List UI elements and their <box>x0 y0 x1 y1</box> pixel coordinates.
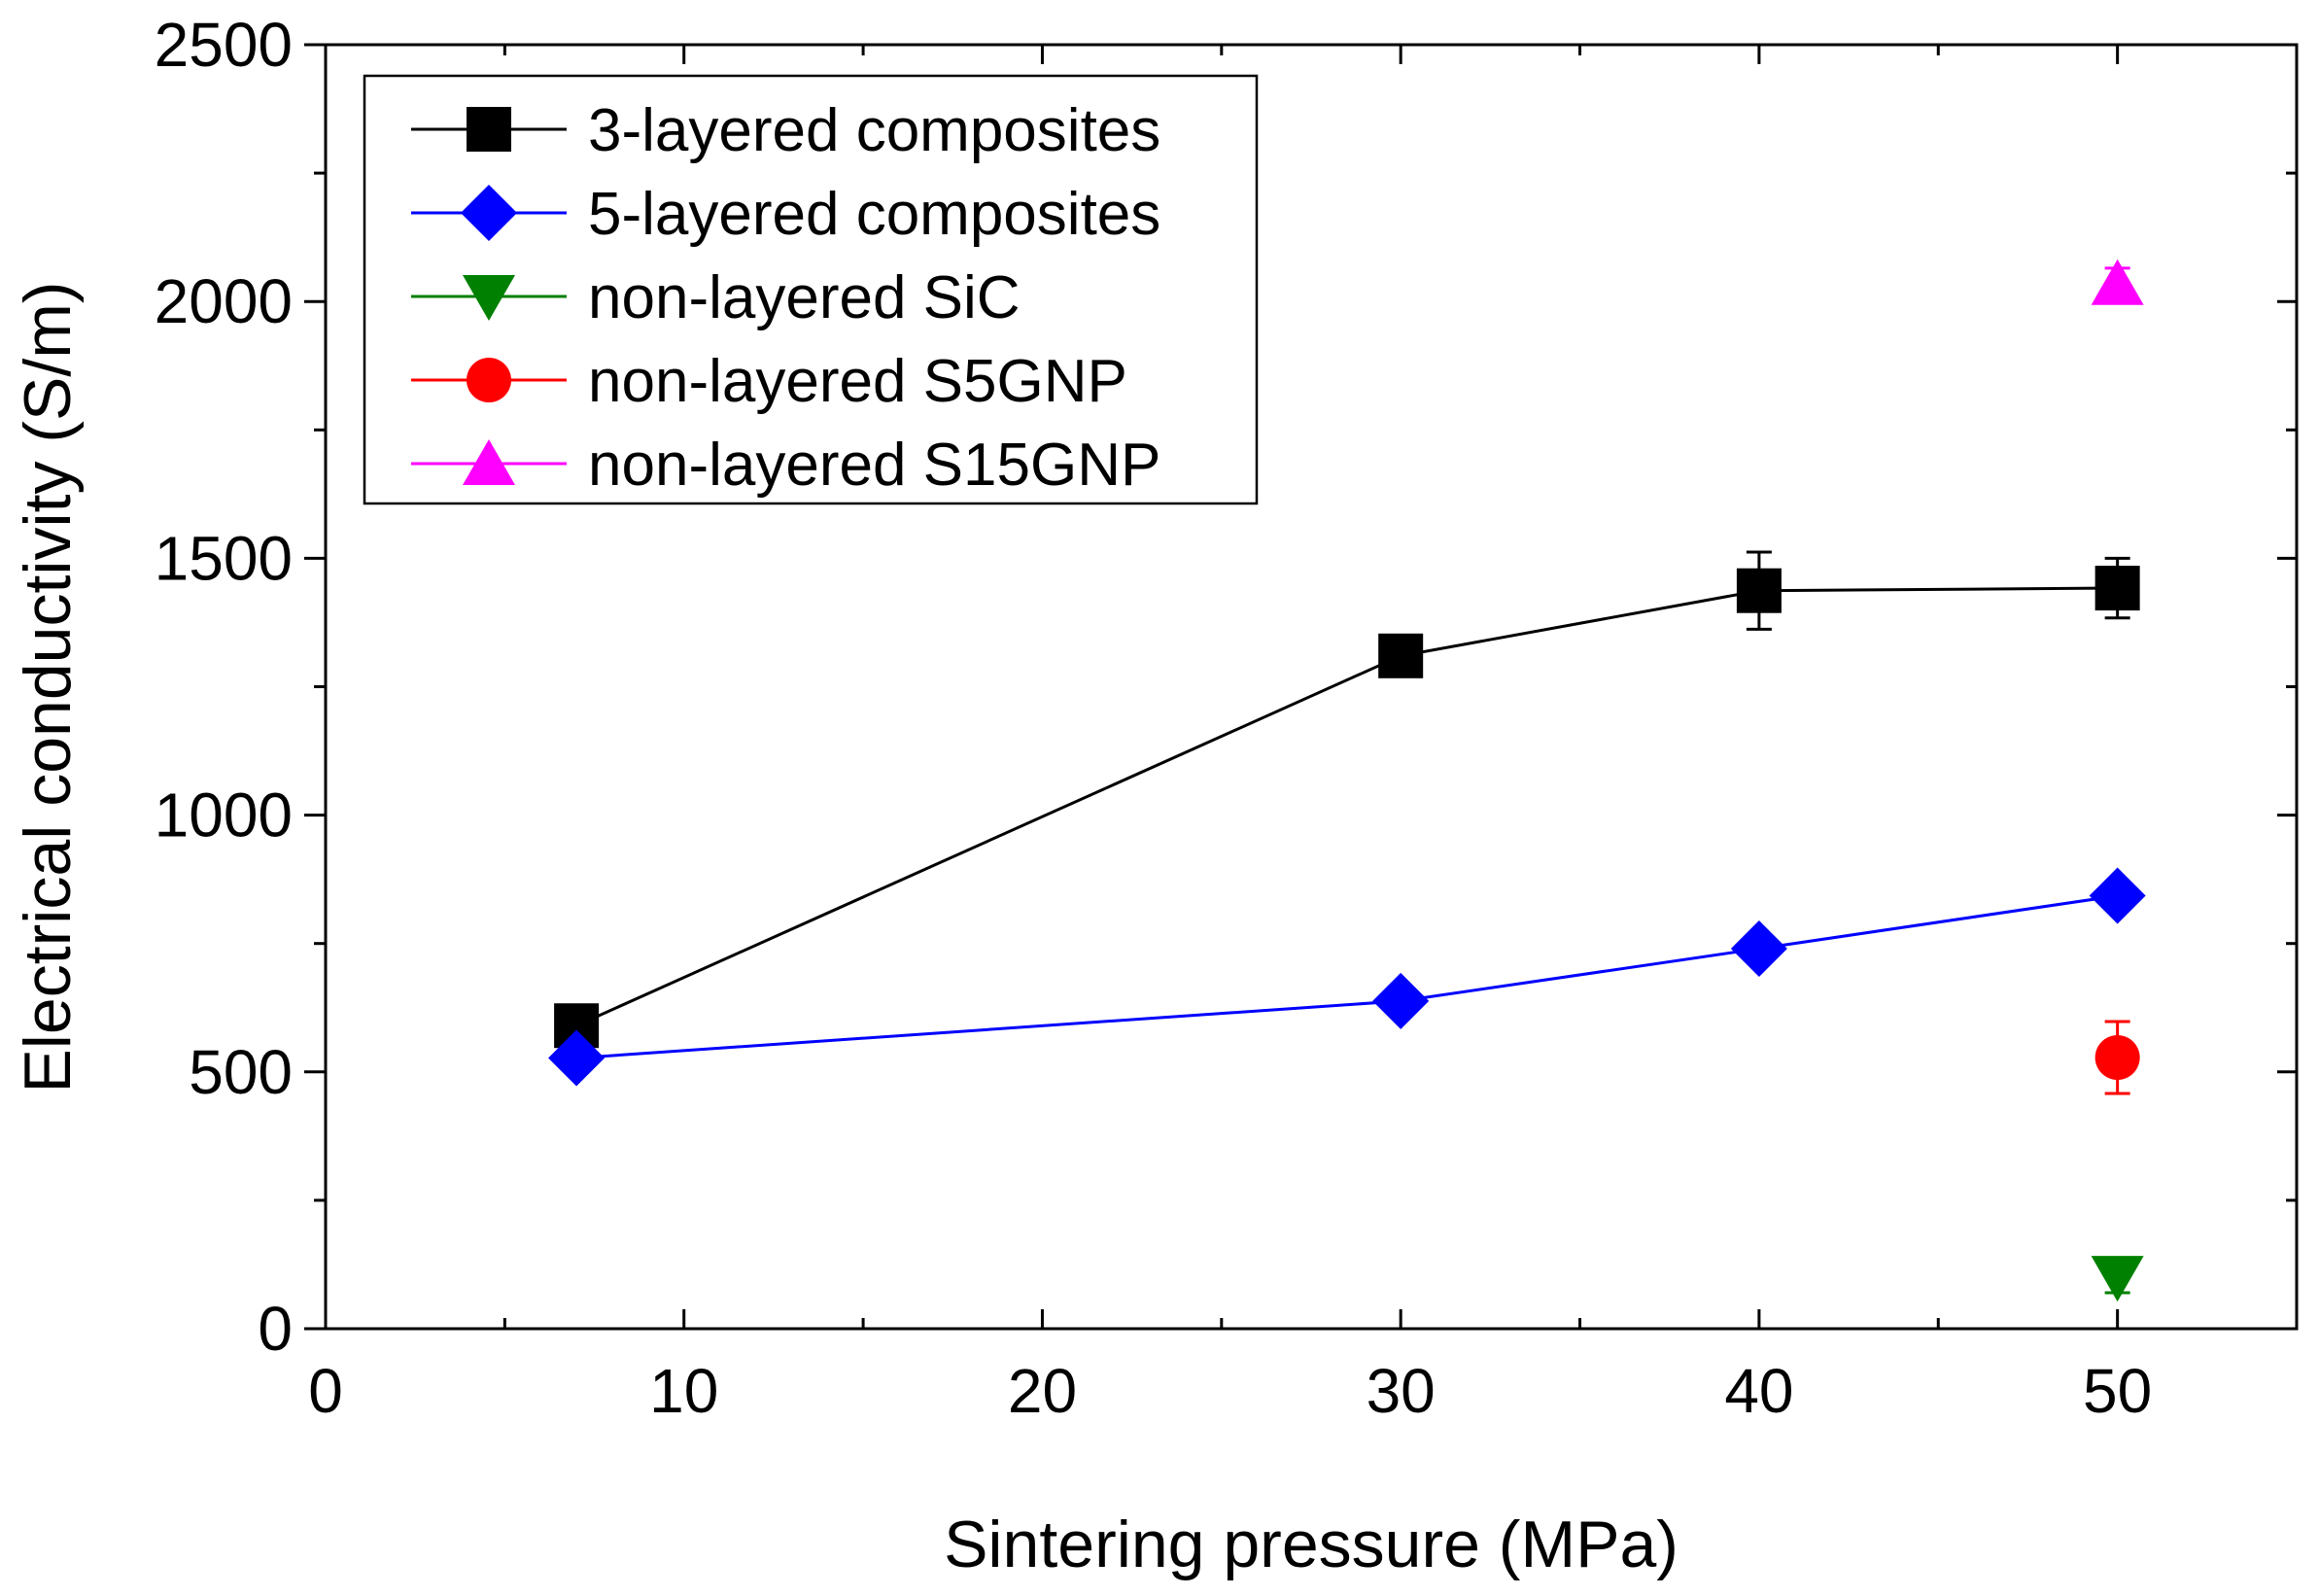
x-tick-label: 50 <box>2083 1356 2152 1426</box>
data-point <box>1372 972 1430 1029</box>
legend-label: non-layered S15GNP <box>588 432 1160 499</box>
data-point <box>1378 633 1424 678</box>
data-point <box>2091 259 2144 305</box>
x-axis-title: Sintering pressure (MPa) <box>944 1508 1679 1581</box>
data-point <box>548 1029 606 1087</box>
legend-label: 3-layered composites <box>588 97 1160 164</box>
series-line <box>575 586 2118 1027</box>
data-markers <box>548 259 2146 1302</box>
legend-marker <box>463 275 515 321</box>
y-tick-label: 1500 <box>155 523 293 593</box>
legend-label: 5-layered composites <box>588 181 1160 248</box>
x-tick-label: 10 <box>649 1356 718 1426</box>
y-tick-label: 2500 <box>155 10 293 80</box>
data-point <box>2094 1035 2140 1081</box>
legend-marker <box>467 107 511 152</box>
legend-label: non-layered S5GNP <box>588 348 1127 415</box>
series-lines <box>575 586 2118 1060</box>
x-tick-label: 40 <box>1724 1356 1793 1426</box>
y-tick-label: 500 <box>189 1037 293 1107</box>
data-point <box>2094 566 2140 611</box>
data-point <box>2091 1256 2144 1302</box>
legend: 3-layered composites 5-layered composites… <box>363 74 1259 505</box>
y-tick-label: 2000 <box>155 266 293 336</box>
x-tick-label: 20 <box>1008 1356 1077 1426</box>
legend-box <box>363 74 1259 505</box>
y-tick-label: 0 <box>258 1294 293 1364</box>
data-point <box>2089 867 2146 924</box>
x-tick-label: 30 <box>1367 1356 1436 1426</box>
y-axis-title: Electrical conductivity (S/m) <box>11 281 85 1093</box>
legend-marker <box>461 185 517 241</box>
y-tick-label: 1000 <box>155 781 293 850</box>
data-point <box>1736 568 1782 613</box>
legend-label: non-layered SiC <box>588 264 1021 331</box>
x-tick-label: 0 <box>308 1356 343 1426</box>
legend-marker <box>467 358 511 402</box>
legend-marker <box>463 439 515 485</box>
data-point <box>1730 919 1787 977</box>
series-line <box>576 894 2118 1060</box>
